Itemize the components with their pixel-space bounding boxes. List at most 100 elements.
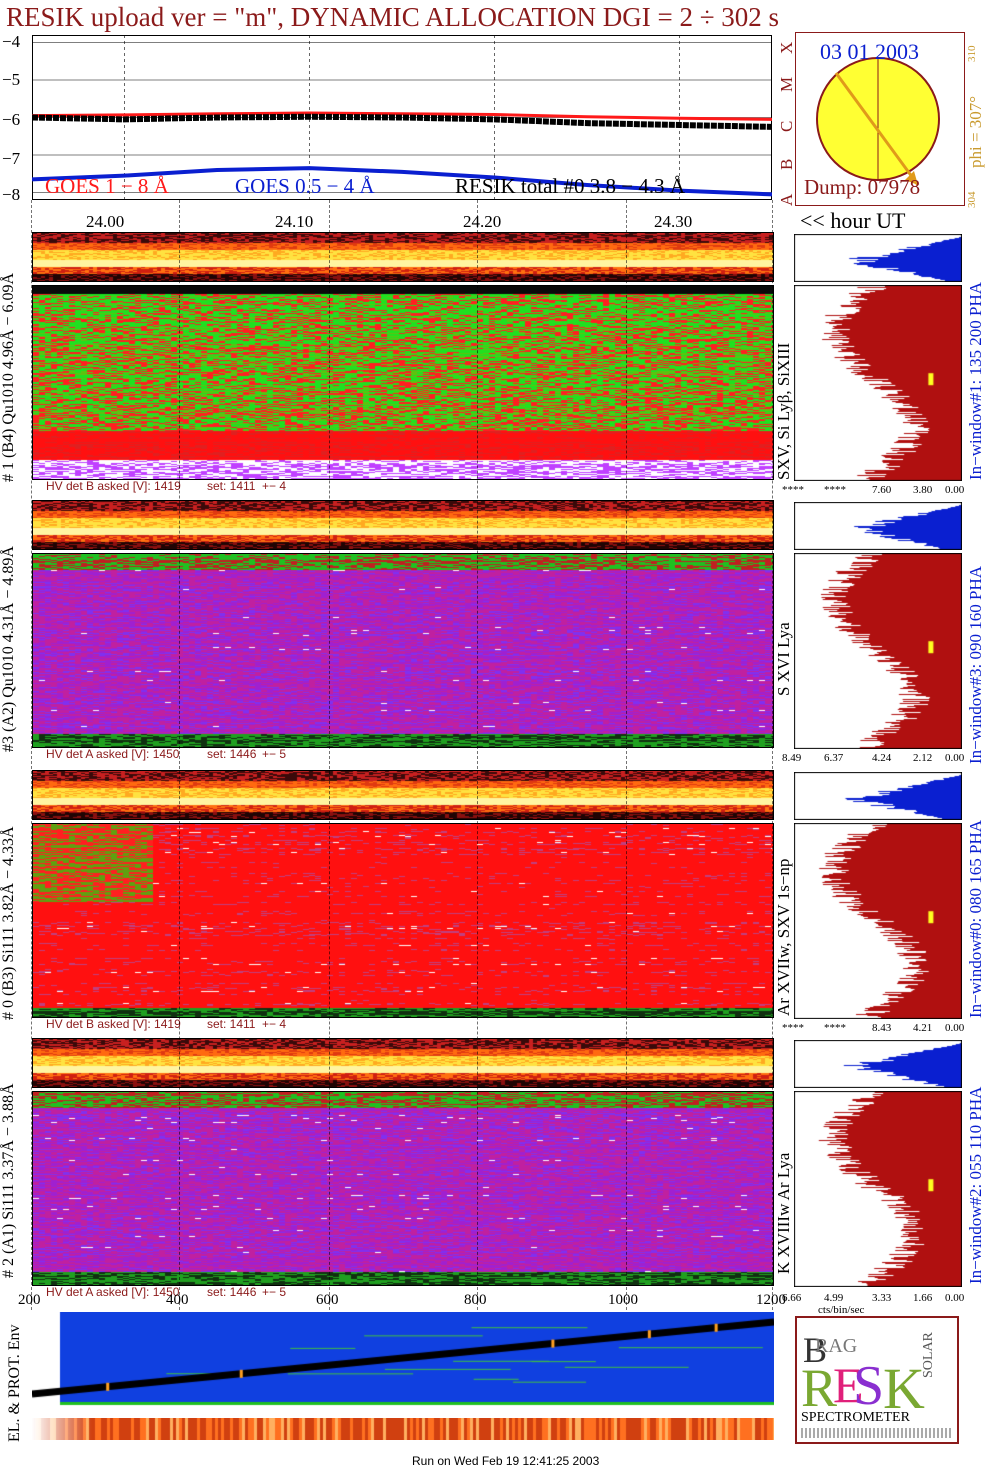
channel-1-top-spectrogram — [32, 232, 774, 282]
hist-tick: 6.37 — [824, 752, 844, 764]
channel-2-hv-pm: +− 5 — [262, 1285, 287, 1299]
hist-tick: **** — [782, 484, 804, 496]
hist-tick: 2.12 — [913, 752, 933, 764]
class-letter: M — [777, 76, 796, 92]
y-tick: −6 — [2, 110, 21, 129]
channel-0-count-histogram — [794, 823, 962, 1019]
svg-text:RAG: RAG — [815, 1335, 857, 1357]
channel-2-top-spectrogram — [32, 1038, 774, 1088]
hist-tick: **** — [782, 1022, 804, 1034]
channel-1-lines-label: SXV, Si Lyβ, SiXIII — [774, 342, 793, 480]
y-tick: −7 — [2, 149, 21, 168]
channel-0-top-spectrogram — [32, 770, 774, 820]
run-timestamp: Run on Wed Feb 19 12:41:25 2003 — [412, 1454, 600, 1468]
channel-axis-label: 1000 — [608, 1292, 638, 1308]
env-panel — [32, 1312, 774, 1408]
channel-1-left-label: # 1 (B4) Qu1010 4.96Å − 6.09Å — [0, 272, 17, 482]
hist-tick: 4.21 — [913, 1022, 933, 1034]
logo-credits — [801, 1428, 951, 1438]
time-label: 24.10 — [275, 212, 314, 231]
hist-tick: 3.33 — [872, 1292, 892, 1304]
sun-date: 03 01 2003 — [820, 39, 919, 64]
channel-1-hv-asked: HV det B asked [V]: 1419 — [46, 479, 181, 493]
channel-axis-label: 800 — [464, 1292, 487, 1308]
channel-1-hv-pm: +− 4 — [262, 479, 287, 493]
class-letter: C — [777, 120, 796, 132]
channel-0-hv-set: set: 1411 — [207, 1017, 256, 1031]
goes-panel: −4 −5 −6 −7 −8 X M C B A GOES 1 − 8 Å GO… — [0, 32, 796, 206]
channel-0-pha-histogram — [794, 772, 962, 820]
channel-0-hv-asked: HV det B asked [V]: 1419 — [46, 1017, 181, 1031]
channel-3-count-histogram — [794, 553, 962, 749]
time-label: 24.00 — [86, 212, 125, 231]
y-tick: −5 — [2, 70, 21, 89]
class-letter: A — [777, 193, 796, 206]
legend-goes-long: GOES 1 − 8 Å — [45, 174, 169, 198]
hist-tick: 8.49 — [782, 752, 802, 764]
channel-1-pha-histogram — [794, 234, 962, 282]
channel-1-window-label: In−window#1: 135 200 PHA — [966, 281, 985, 480]
channel-3-hv-asked: HV det A asked [V]: 1450 — [46, 747, 180, 761]
resik-logo: B RAG R E S K SOLAR SPECTROMETER — [795, 1316, 959, 1444]
channel-1-hv-set: set: 1411 — [207, 479, 256, 493]
channel-3-block: #3 (A2) Qu1010 4.31Å − 4.89Å S XVI Lya I… — [0, 500, 1004, 768]
hist-tick: 6.66 — [782, 1292, 802, 1304]
svg-text:S: S — [853, 1355, 884, 1417]
logo-title: SPECTROMETER — [801, 1410, 910, 1425]
hist-tick: 4.99 — [824, 1292, 844, 1304]
hist-unit-label: cts/bin/sec — [818, 1304, 865, 1316]
time-label: 24.20 — [463, 212, 502, 231]
channel-axis-label: 600 — [316, 1292, 339, 1308]
class-letter: B — [777, 158, 796, 170]
svg-text:B: B — [803, 1330, 827, 1370]
hist-tick: 1.66 — [913, 1292, 933, 1304]
channel-3-left-label: #3 (A2) Qu1010 4.31Å − 4.89Å — [0, 546, 17, 752]
dump-number: Dump: 07978 — [804, 175, 921, 199]
legend-resik-total: RESIK total #0 3.8 − 4.3 Å — [455, 174, 686, 198]
env-strip — [32, 1418, 774, 1440]
channel-1-count-histogram — [794, 285, 962, 481]
phi-label: phi = 307° — [966, 95, 985, 168]
channel-3-pha-histogram — [794, 502, 962, 550]
channel-axis-label: 400 — [166, 1292, 189, 1308]
channel-2-hv-asked: HV det A asked [V]: 1450 — [46, 1285, 180, 1299]
channel-1-main-spectrogram — [32, 285, 774, 480]
hist-tick: 4.24 — [872, 752, 892, 764]
channel-0-lines-label: Ar XVIIw, SXV 1s−np — [774, 858, 793, 1016]
svg-text:SOLAR: SOLAR — [921, 1331, 936, 1378]
channel-1-hist-ticks: **** **** 7.60 3.80 0.00 — [782, 484, 965, 498]
channel-3-top-spectrogram — [32, 500, 774, 550]
class-letter: X — [777, 41, 796, 54]
hist-tick: 8.43 — [872, 1022, 892, 1034]
time-label: 24.30 — [654, 212, 693, 231]
svg-text:R: R — [801, 1358, 837, 1418]
channel-3-lines-label: S XVI Lya — [774, 622, 793, 696]
env-label: EL. & PROT. Env — [6, 1324, 23, 1442]
channel-axis-label: 1200 — [756, 1292, 786, 1308]
channel-0-main-spectrogram — [32, 823, 774, 1018]
svg-text:E: E — [833, 1357, 864, 1413]
channel-0-hist-ticks: **** **** 8.43 4.21 0.00 — [782, 1022, 964, 1036]
goes-plot — [32, 35, 772, 200]
channel-0-left-label: # 0 (B3) Si111 3.82Å − 4.33Å — [0, 826, 17, 1020]
hist-tick: **** — [824, 1022, 846, 1034]
y-tick: −4 — [2, 32, 21, 51]
channel-1-block: # 1 (B4) Qu1010 4.96Å − 6.09Å SXV, Si Ly… — [0, 232, 1004, 500]
svg-text:K: K — [883, 1356, 925, 1421]
y-tick: −8 — [2, 185, 21, 204]
channel-2-pha-histogram — [794, 1040, 962, 1088]
channel-0-block: # 0 (B3) Si111 3.82Å − 4.33Å Ar XVIIw, S… — [0, 770, 1004, 1038]
phi-max: 310 — [966, 45, 978, 63]
legend-goes-short: GOES 0.5 − 4 Å — [235, 174, 375, 198]
time-unit-label: << hour UT — [800, 208, 906, 233]
hist-tick: 0.00 — [945, 484, 965, 496]
channel-2-main-spectrogram — [32, 1091, 774, 1286]
page-title: RESIK upload ver = "m", DYNAMIC ALLOCATI… — [6, 2, 780, 32]
channel-3-hv-pm: +− 5 — [262, 747, 287, 761]
channel-0-hv-pm: +− 4 — [262, 1017, 287, 1031]
channel-3-hv-set: set: 1446 — [207, 747, 257, 761]
logo-glyphs: B RAG R E S K SOLAR — [801, 1330, 936, 1421]
goes-series-line — [32, 113, 772, 130]
channel-2-lines-label: K XVIIIw Ar Lya — [774, 1152, 793, 1274]
channel-0-window-label: In−window#0: 080 165 PHA — [966, 819, 985, 1018]
